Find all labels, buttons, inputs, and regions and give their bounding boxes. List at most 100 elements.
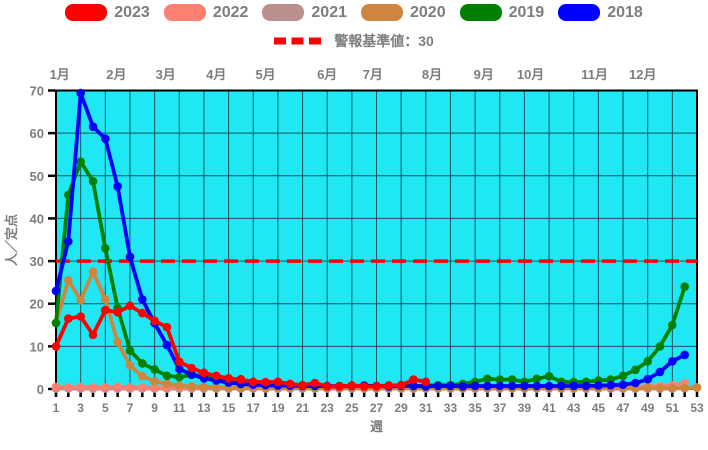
series-marker-2020 [125, 361, 135, 370]
warning-dash-icon [274, 37, 327, 45]
series-marker-2019 [618, 371, 628, 381]
x-tick-label: 33 [444, 401, 458, 415]
x-tick-label: 3 [77, 401, 84, 415]
x-tick-label: 31 [419, 401, 433, 415]
series-marker-2020 [64, 276, 73, 285]
x-tick-label: 21 [296, 401, 310, 415]
series-marker-2020 [668, 383, 677, 393]
series-marker-2020 [199, 382, 209, 392]
series-marker-2022 [113, 382, 122, 392]
series-marker-2018 [631, 378, 640, 388]
x-tick-label: 9 [151, 401, 158, 415]
legend-swatch [163, 4, 206, 21]
legend-series-label: 2022 [212, 4, 249, 21]
series-marker-2019 [532, 374, 542, 384]
series-marker-2018 [138, 295, 147, 304]
series-marker-2018 [458, 382, 468, 391]
x-tick-label: 51 [666, 401, 680, 415]
series-marker-2018 [470, 381, 480, 391]
series-marker-2022 [64, 383, 73, 392]
series-marker-2023 [359, 382, 369, 391]
x-axis-title: 週 [370, 419, 383, 434]
x-tick-label: 43 [567, 401, 581, 415]
series-marker-2020 [212, 383, 221, 392]
x-tick-label: 37 [493, 401, 507, 415]
series-marker-2019 [483, 374, 492, 384]
series-marker-2023 [409, 375, 418, 384]
series-marker-2020 [76, 296, 85, 305]
series-marker-2020 [88, 267, 98, 277]
series-marker-2018 [606, 380, 615, 390]
x-tick-label: 49 [641, 401, 655, 415]
series-marker-2023 [101, 305, 110, 315]
series-marker-2018 [594, 381, 603, 390]
series-marker-2022 [150, 383, 159, 393]
series-marker-2019 [101, 244, 110, 253]
y-tick-label: 0 [37, 382, 44, 397]
series-marker-2019 [125, 346, 135, 355]
series-marker-2023 [162, 322, 172, 332]
series-marker-2022 [125, 383, 135, 392]
series-marker-2018 [544, 381, 554, 391]
series-marker-2023 [125, 301, 135, 311]
legend-item-2021: 2021 [262, 4, 347, 21]
warning-legend: 警報基準値：30 [0, 31, 708, 51]
series-marker-2018 [64, 237, 73, 246]
legend-item-2019: 2019 [459, 4, 545, 21]
series-marker-2019 [150, 365, 159, 374]
series-marker-2023 [298, 380, 307, 390]
series-marker-2022 [138, 383, 147, 392]
series-marker-2020 [113, 337, 122, 347]
series-marker-2022 [88, 383, 98, 392]
series-marker-2023 [187, 363, 196, 373]
month-label: 2月 [106, 67, 126, 82]
series-marker-2019 [138, 359, 147, 368]
series-marker-2019 [495, 375, 505, 384]
series-marker-2020 [187, 382, 196, 391]
series-marker-2018 [125, 252, 135, 262]
x-tick-label: 11 [173, 401, 186, 415]
series-marker-2019 [631, 365, 640, 375]
series-marker-2018 [162, 340, 172, 350]
month-label: 9月 [474, 67, 494, 82]
legend-item-2018: 2018 [558, 4, 643, 21]
series-marker-2020 [150, 377, 159, 386]
series-marker-2018 [187, 370, 196, 379]
legend-series-label: 2021 [311, 4, 347, 21]
series-marker-2018 [495, 381, 505, 391]
legend-swatch [262, 4, 305, 21]
series-marker-2018 [175, 364, 184, 374]
series-marker-2023 [113, 307, 122, 317]
y-tick-label: 30 [30, 254, 44, 269]
month-label: 10月 [517, 67, 544, 82]
series-marker-2018 [557, 381, 566, 391]
series-marker-2019 [76, 157, 85, 166]
series-marker-2023 [421, 377, 431, 387]
legend-series-label: 2019 [508, 4, 545, 21]
x-tick-label: 53 [690, 401, 704, 415]
series-marker-2020 [643, 383, 652, 393]
series-marker-2018 [668, 357, 677, 366]
series-marker-2019 [51, 318, 61, 328]
series-marker-2019 [162, 371, 172, 381]
series-marker-2023 [273, 377, 283, 387]
series-marker-2020 [138, 371, 147, 381]
x-tick-label: 15 [222, 401, 236, 415]
series-marker-2023 [150, 316, 159, 326]
series-marker-2018 [76, 88, 85, 98]
series-marker-2023 [372, 382, 381, 391]
series-marker-2022 [101, 383, 110, 392]
series-marker-2018 [507, 381, 517, 391]
series-marker-2023 [76, 312, 85, 321]
month-label: 7月 [363, 67, 383, 82]
series-legend: 2023 2022 2021 2020 2019 2018 [0, 4, 708, 21]
series-marker-2023 [236, 375, 246, 384]
legend-series-label: 2020 [410, 4, 446, 21]
series-marker-2019 [544, 371, 554, 381]
series-marker-2023 [199, 368, 209, 378]
y-tick-label: 40 [30, 211, 44, 226]
x-tick-label: 29 [394, 401, 408, 415]
month-label: 11月 [581, 67, 608, 82]
series-marker-2018 [88, 122, 98, 131]
